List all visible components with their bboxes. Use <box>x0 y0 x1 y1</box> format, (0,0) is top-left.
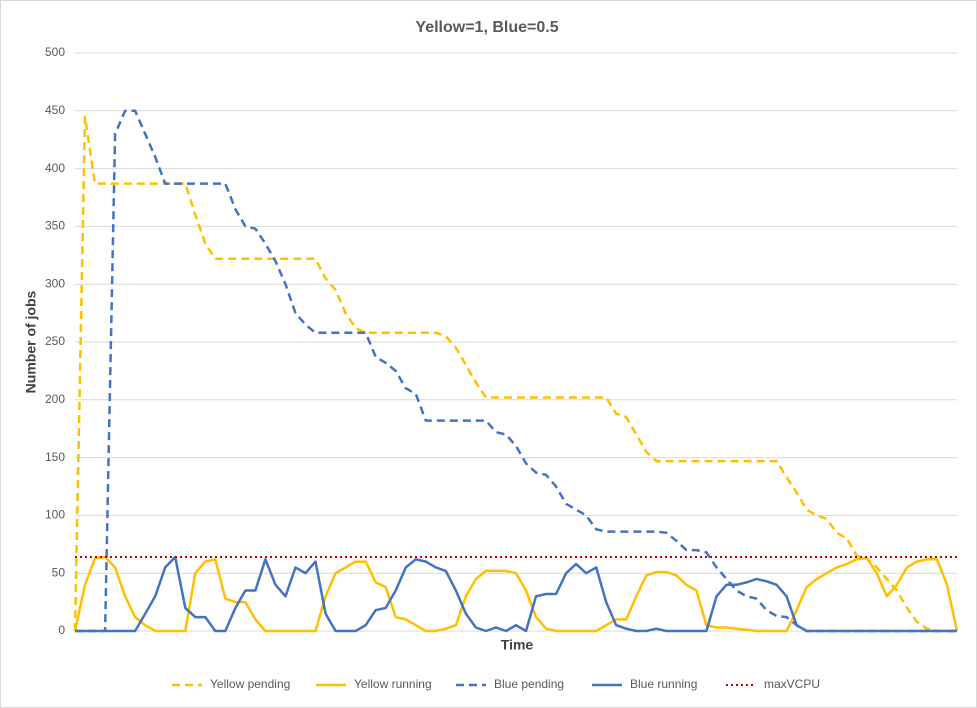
x-axis-label: Time <box>501 637 534 653</box>
y-tick-label: 50 <box>52 565 66 579</box>
series-line <box>75 555 957 633</box>
legend-label: Yellow running <box>354 677 432 691</box>
legend-label: maxVCPU <box>764 677 820 691</box>
y-tick-label: 350 <box>45 219 65 233</box>
legend-label: Blue running <box>630 677 697 691</box>
y-axis-label: Number of jobs <box>23 290 39 393</box>
y-tick-label: 200 <box>45 392 65 406</box>
legend-label: Yellow pending <box>210 677 290 691</box>
y-tick-label: 450 <box>45 103 65 117</box>
y-tick-label: 500 <box>45 45 65 59</box>
y-tick-label: 100 <box>45 508 65 522</box>
y-tick-label: 150 <box>45 450 65 464</box>
series-line <box>73 555 959 633</box>
y-tick-label: 300 <box>45 276 65 290</box>
legend-label: Blue pending <box>494 677 564 691</box>
y-tick-label: 250 <box>45 334 65 348</box>
chart-title: Yellow=1, Blue=0.5 <box>415 19 558 36</box>
y-tick-label: 400 <box>45 161 65 175</box>
series-line <box>73 115 957 633</box>
y-tick-label: 0 <box>58 623 65 637</box>
